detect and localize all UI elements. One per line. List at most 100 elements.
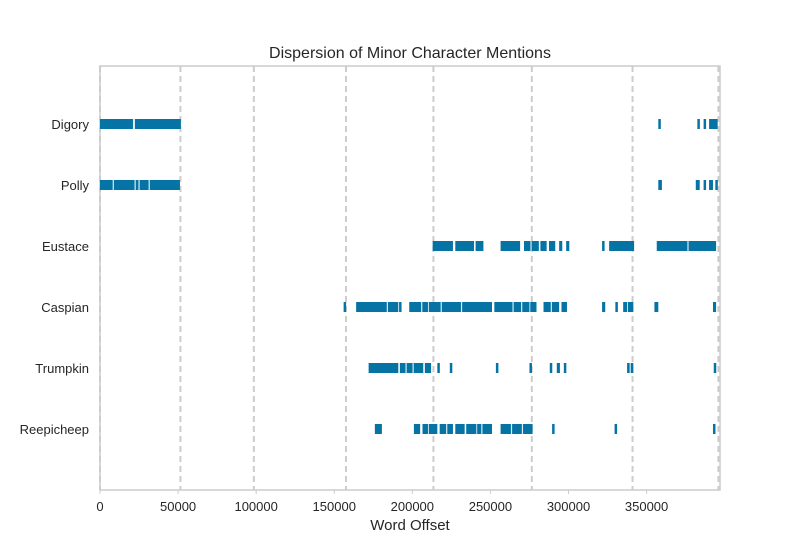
plot-area — [100, 66, 720, 490]
mention-bar — [658, 119, 661, 129]
mention-bar — [428, 424, 438, 434]
mention-bar — [529, 363, 532, 373]
mention-bar — [437, 363, 440, 373]
mention-bar — [556, 363, 560, 373]
mention-bar — [549, 363, 553, 373]
mention-bar — [548, 241, 556, 251]
x-axis-label: Word Offset — [370, 517, 450, 534]
mention-bar — [709, 180, 713, 190]
mention-bar — [615, 302, 618, 312]
mention-bar — [563, 363, 567, 373]
character-label: Trumpkin — [35, 361, 89, 376]
x-tick-label: 200000 — [391, 499, 434, 514]
mention-gap — [481, 424, 483, 434]
mention-bar — [566, 241, 570, 251]
mention-gap — [112, 180, 114, 190]
mention-bar — [709, 119, 718, 129]
character-row — [368, 363, 717, 373]
mention-gap — [440, 302, 442, 312]
x-tick-label: 350000 — [625, 499, 668, 514]
mention-bar — [477, 424, 492, 434]
mention-bar — [422, 424, 428, 434]
mention-gap — [629, 363, 631, 373]
mention-bar — [500, 241, 521, 251]
mention-bar — [540, 241, 547, 251]
mention-bar — [623, 302, 628, 312]
mention-gap — [510, 424, 513, 434]
mention-bar — [703, 119, 707, 129]
character-label: Caspian — [41, 300, 89, 315]
mention-gap — [687, 241, 689, 251]
mention-gap — [138, 180, 140, 190]
mention-bar — [654, 302, 659, 312]
mention-bar — [409, 302, 428, 312]
mention-bar — [100, 180, 180, 190]
character-row — [343, 302, 717, 312]
x-tick-label: 150000 — [313, 499, 356, 514]
mention-gap — [421, 302, 423, 312]
x-tick-label: 250000 — [469, 499, 512, 514]
mention-bar — [424, 363, 432, 373]
mention-bar — [495, 363, 499, 373]
mention-bar — [475, 241, 484, 251]
mention-gap — [521, 424, 524, 434]
mention-bar — [715, 180, 718, 190]
plot-frame — [99, 65, 721, 491]
mention-bar — [602, 302, 606, 312]
mention-bar — [343, 302, 347, 312]
mention-bar — [356, 302, 399, 312]
mention-bar — [530, 302, 537, 312]
mention-bar — [627, 302, 634, 312]
mention-bar — [561, 302, 567, 312]
mention-gap — [521, 302, 523, 312]
mention-bar — [614, 424, 618, 434]
mention-bar — [559, 241, 563, 251]
character-label: Eustace — [42, 239, 89, 254]
mention-gap — [133, 119, 135, 129]
character-row — [100, 119, 718, 129]
mention-gap — [405, 363, 407, 373]
mention-bar — [713, 363, 717, 373]
mention-bar — [399, 302, 402, 312]
mention-gap — [550, 302, 552, 312]
character-label: Polly — [61, 178, 90, 193]
mention-bar — [697, 119, 700, 129]
mention-gap — [460, 302, 463, 312]
mention-gap — [132, 119, 135, 129]
mention-bar — [500, 424, 533, 434]
mention-bar — [602, 241, 605, 251]
x-tick-label: 50000 — [160, 499, 196, 514]
mention-bar — [399, 363, 424, 373]
character-label: Reepicheep — [20, 422, 89, 437]
character-label: Digory — [51, 117, 89, 132]
mention-bar — [695, 180, 700, 190]
character-row — [432, 241, 717, 251]
mention-bar — [449, 363, 453, 373]
x-tick-label: 0 — [96, 499, 103, 514]
mention-bar — [658, 180, 662, 190]
mention-bar — [712, 302, 717, 312]
mention-gap — [148, 180, 150, 190]
mention-bar — [466, 424, 477, 434]
mention-gap — [412, 363, 414, 373]
mention-bar — [609, 241, 635, 251]
mention-gap — [386, 302, 388, 312]
mention-bar — [100, 119, 181, 129]
mention-bar — [494, 302, 530, 312]
mention-bar — [455, 241, 475, 251]
mention-bar — [368, 363, 399, 373]
mention-bar — [712, 424, 716, 434]
mention-bar — [455, 424, 465, 434]
mention-bar — [374, 424, 382, 434]
mention-gap — [446, 424, 448, 434]
x-tick-label: 100000 — [234, 499, 277, 514]
mention-bar — [656, 241, 717, 251]
x-tick-label: 300000 — [547, 499, 590, 514]
chart-title: Dispersion of Minor Character Mentions — [269, 45, 551, 62]
mention-bar — [432, 241, 453, 251]
mention-gap — [530, 241, 532, 251]
mention-bar — [552, 424, 555, 434]
mention-bar — [703, 180, 707, 190]
